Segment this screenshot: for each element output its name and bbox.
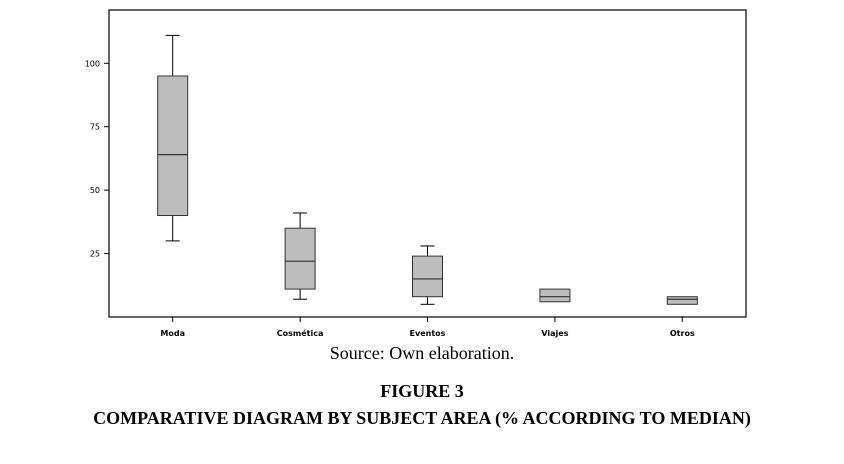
box-viajes	[539, 288, 571, 303]
box-moda	[157, 34, 189, 242]
source-note: Source: Own elaboration.	[329, 343, 515, 363]
box-cosmética	[284, 212, 316, 300]
iqr-box	[284, 227, 316, 290]
box-series	[157, 34, 698, 305]
box-plot-chart: 25 50 75 100 Moda Cosmética Eventos Viajes Otro…	[85, 9, 747, 338]
x-axis: Moda Cosmética Eventos Viajes Otros	[160, 317, 695, 338]
figure-title: COMPARATIVE DIAGRAM BY SUBJECT AREA (% A…	[93, 408, 751, 428]
x-tick-label: Viajes	[541, 329, 568, 338]
iqr-box	[157, 75, 189, 217]
x-tick-label: Otros	[670, 329, 695, 338]
figure-number: FIGURE 3	[380, 381, 464, 401]
y-tick-label: 100	[85, 59, 100, 68]
box-otros	[666, 296, 698, 305]
box-eventos	[412, 245, 443, 305]
x-tick-label: Cosmética	[277, 328, 324, 338]
x-tick-label: Moda	[160, 329, 185, 338]
y-tick-label: 75	[90, 123, 100, 132]
x-tick-label: Eventos	[410, 329, 446, 338]
iqr-box	[412, 255, 443, 298]
iqr-box	[666, 296, 698, 305]
iqr-box	[539, 288, 571, 303]
y-tick-label: 25	[90, 250, 100, 259]
y-tick-label: 50	[90, 186, 100, 195]
y-axis: 25 50 75 100	[85, 59, 109, 259]
